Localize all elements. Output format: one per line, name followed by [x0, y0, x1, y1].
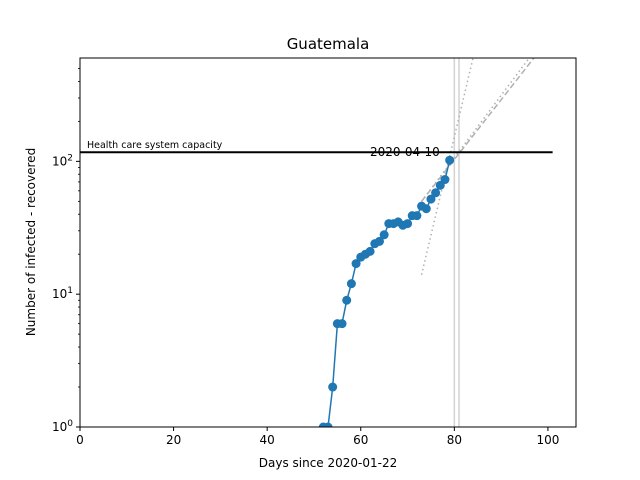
fit-line-0 [420, 58, 474, 275]
data-point [426, 194, 436, 204]
data-point [445, 155, 455, 165]
data-point [323, 422, 333, 427]
axes-frame [79, 57, 577, 428]
x-tick-label: 80 [447, 433, 462, 447]
x-tick-label: 20 [166, 433, 181, 447]
x-tick-label: 40 [260, 433, 275, 447]
x-axis-label: Days since 2020-01-22 [259, 456, 398, 470]
data-point [440, 175, 450, 185]
data-point [365, 246, 375, 256]
data-point [374, 236, 384, 246]
x-tick-label: 0 [76, 433, 84, 447]
data-point [412, 211, 422, 221]
y-axis-label: Number of infected - recovered [24, 148, 38, 336]
data-point [421, 204, 431, 214]
data-point [431, 188, 441, 198]
data-point [328, 382, 338, 392]
fit-line-2 [420, 58, 535, 202]
y-tick-label: 100 [52, 419, 73, 434]
fit-line-1 [420, 58, 530, 202]
tick-labels: 0 20 40 60 80 100 100 101 102 [52, 68, 559, 447]
data-point [342, 295, 352, 305]
y-tick-label: 101 [52, 286, 73, 301]
capacity-label: Health care system capacity [87, 140, 223, 151]
data-point [351, 259, 361, 269]
data-point [346, 279, 356, 289]
y-tick-label: 102 [52, 153, 73, 168]
plot-content [80, 58, 553, 427]
chart-title: Guatemala [287, 35, 370, 53]
x-tick-label: 100 [536, 433, 559, 447]
date-annotation: 2020-04-10 [370, 145, 440, 159]
x-tick-label: 60 [353, 433, 368, 447]
data-point [337, 319, 347, 329]
plot-area [80, 58, 553, 427]
data-point [379, 230, 389, 240]
data-point [403, 219, 413, 229]
series-line-0 [323, 160, 451, 427]
